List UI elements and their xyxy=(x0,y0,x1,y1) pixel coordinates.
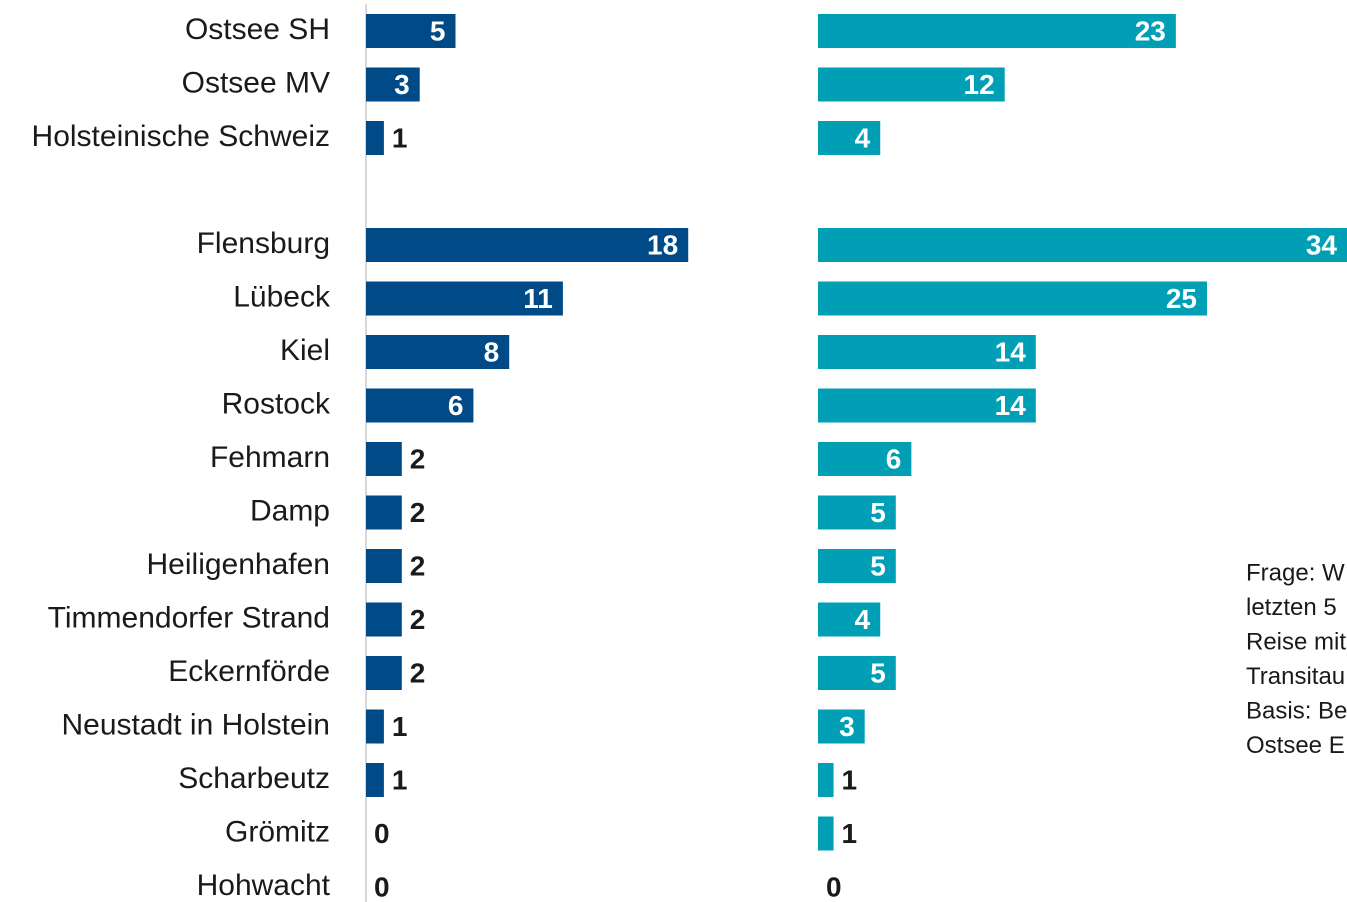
category-label: Ostsee SH xyxy=(185,13,330,46)
value-label: 5 xyxy=(870,657,886,688)
bar xyxy=(366,602,402,637)
value-label: 4 xyxy=(855,122,871,153)
value-label: 5 xyxy=(870,550,886,581)
note-line: Transitau xyxy=(1246,663,1345,690)
value-label: 34 xyxy=(1306,229,1338,260)
bar xyxy=(818,442,912,476)
note-line: letzten 5 xyxy=(1246,594,1337,621)
value-label: 1 xyxy=(392,711,408,742)
bar xyxy=(818,281,1207,316)
category-label: Grömitz xyxy=(225,815,330,848)
value-label: 0 xyxy=(826,871,842,902)
note-line: Reise mit xyxy=(1246,628,1346,655)
value-label: 8 xyxy=(484,336,500,367)
value-label: 1 xyxy=(392,764,408,795)
value-label: 18 xyxy=(647,229,678,260)
bar xyxy=(818,709,865,744)
category-label: Flensburg xyxy=(197,227,330,260)
category-label: Hohwacht xyxy=(197,869,331,902)
bar xyxy=(366,228,689,262)
bar xyxy=(818,14,1176,48)
bar xyxy=(366,495,402,530)
category-label: Eckernförde xyxy=(168,655,330,688)
value-label: 6 xyxy=(448,390,464,421)
bar xyxy=(366,763,384,797)
category-label: Lübeck xyxy=(233,280,331,313)
value-label: 25 xyxy=(1166,283,1197,314)
category-label: Neustadt in Holstein xyxy=(62,708,330,741)
value-label: 1 xyxy=(842,764,858,795)
value-label: 1 xyxy=(392,122,408,153)
category-label: Fehmarn xyxy=(210,441,330,474)
bar xyxy=(818,388,1036,423)
value-label: 23 xyxy=(1135,15,1166,46)
bar xyxy=(366,67,420,102)
bar xyxy=(818,656,896,690)
bar xyxy=(818,495,896,530)
value-label: 12 xyxy=(964,69,995,100)
bar xyxy=(366,656,402,690)
category-label: Timmendorfer Strand xyxy=(48,601,330,634)
value-label: 5 xyxy=(430,15,446,46)
bar xyxy=(818,67,1005,102)
note-line: Ostsee E xyxy=(1246,732,1345,759)
value-label: 4 xyxy=(855,604,871,635)
bar xyxy=(818,121,881,155)
category-label: Kiel xyxy=(280,334,330,367)
note-line: Basis: Be xyxy=(1246,697,1347,724)
value-label: 2 xyxy=(410,550,426,581)
category-label: Heiligenhafen xyxy=(147,548,330,581)
value-label: 2 xyxy=(410,443,426,474)
value-label: 6 xyxy=(886,443,902,474)
bar xyxy=(818,228,1347,262)
value-label: 0 xyxy=(374,871,390,902)
bar xyxy=(366,121,384,155)
value-label: 5 xyxy=(870,497,886,528)
category-label: Rostock xyxy=(222,387,331,420)
bar xyxy=(818,602,881,637)
value-label: 14 xyxy=(995,390,1027,421)
category-label: Holsteinische Schweiz xyxy=(32,120,330,153)
value-label: 3 xyxy=(839,711,855,742)
bar xyxy=(366,14,456,48)
value-label: 1 xyxy=(842,818,858,849)
bar xyxy=(366,442,402,476)
bar xyxy=(818,549,896,583)
bar xyxy=(366,281,563,316)
category-label: Ostsee MV xyxy=(182,66,330,99)
bar xyxy=(818,816,834,851)
bar xyxy=(818,335,1036,369)
bar xyxy=(366,388,474,423)
value-label: 3 xyxy=(394,69,410,100)
value-label: 2 xyxy=(410,657,426,688)
value-label: 2 xyxy=(410,497,426,528)
bar xyxy=(366,549,402,583)
value-label: 2 xyxy=(410,604,426,635)
note-line: Frage: W xyxy=(1246,559,1345,586)
value-label: 14 xyxy=(995,336,1027,367)
bar xyxy=(366,709,384,744)
category-label: Scharbeutz xyxy=(178,762,330,795)
bar xyxy=(818,763,834,797)
bar xyxy=(366,335,510,369)
value-label: 11 xyxy=(523,283,553,314)
category-label: Damp xyxy=(250,494,330,527)
value-label: 0 xyxy=(374,818,390,849)
